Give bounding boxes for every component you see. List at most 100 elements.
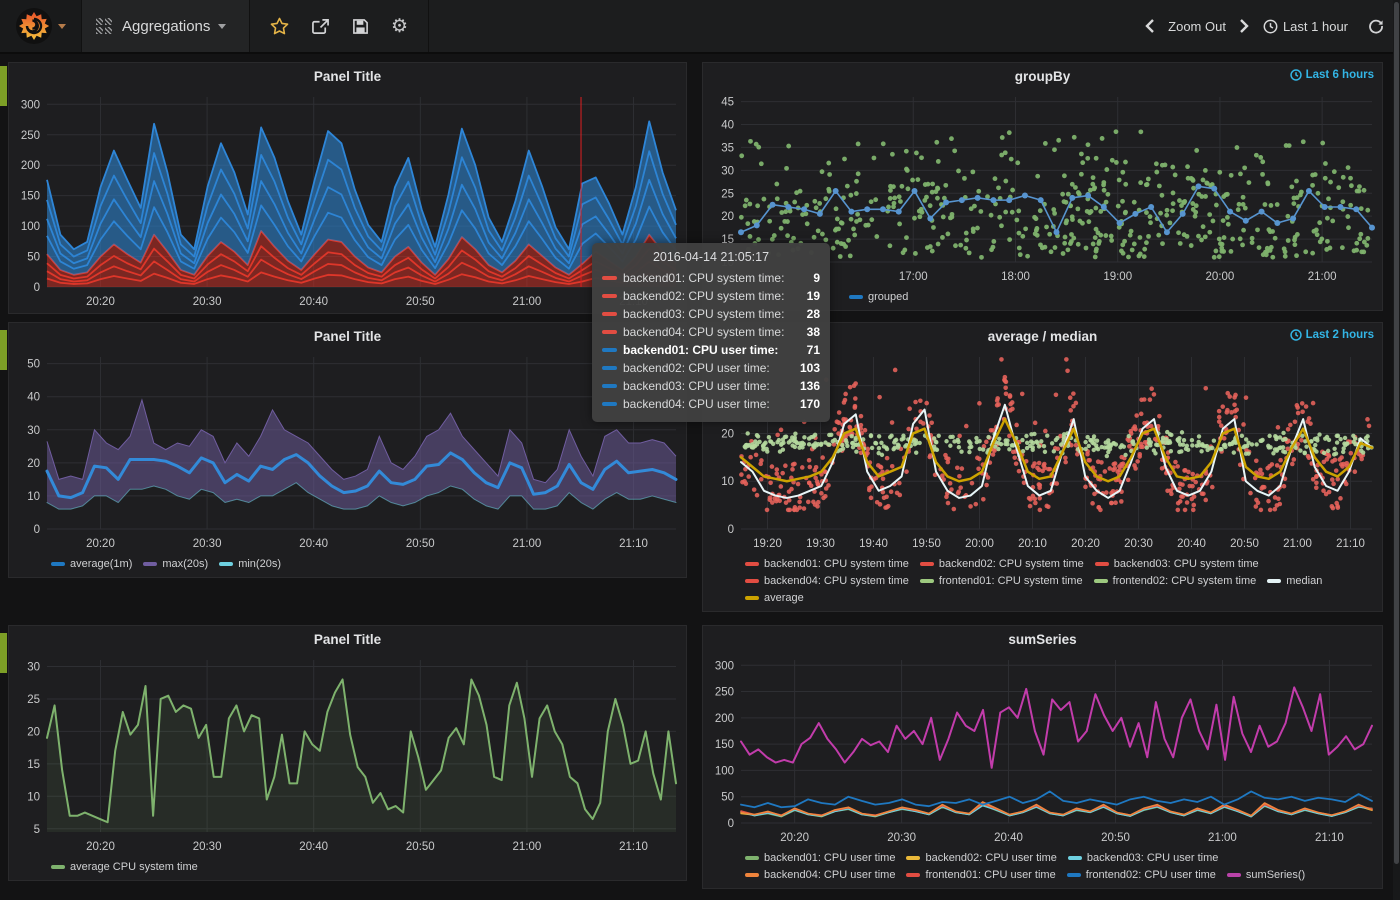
time-shift-back-button[interactable] [1145,19,1155,33]
x-tick-label: 20:50 [406,841,435,853]
y-tick-label: 20 [721,428,734,440]
x-tick-label: 21:10 [1336,538,1365,550]
zoom-out-button[interactable]: Zoom Out [1168,18,1226,34]
panel-header[interactable]: Panel Title [9,626,686,652]
legend-item[interactable]: backend01: CPU user time [745,852,895,864]
legend-label: backend02: CPU system time [938,557,1084,570]
legend-item[interactable]: average(1m) [51,558,132,570]
legend-item[interactable]: max(20s) [143,558,208,570]
chart-canvas[interactable]: 17:0018:0019:0020:0021:00101520253035404… [703,89,1382,288]
legend-item[interactable]: frontend01: CPU user time [906,868,1056,881]
legend-item[interactable]: backend04: CPU system time [745,575,909,587]
chart-area[interactable]: 20:20 20:30 20:40 20:50 21:00 21:10 0 10 20 30 40 5… [9,349,686,555]
legend-swatch [219,561,234,566]
x-tick-label: 21:00 [1208,832,1237,844]
legend-item[interactable]: backend04: CPU user time [745,869,895,881]
legend-item[interactable]: backend02: CPU user time [906,852,1057,864]
legend-label: frontend01: CPU user time [925,868,1056,881]
legend-label: backend01: CPU system time [764,557,909,570]
grafana-logo-menu[interactable] [0,0,82,52]
panel-header[interactable]: Panel Title [9,323,686,349]
time-override-badge[interactable]: Last 6 hours [1289,69,1374,81]
x-tick-label: 19:40 [859,538,888,550]
legend-label: max(20s) [162,557,209,570]
y-tick-label: 0 [728,818,734,830]
legend-label: average(1m) [70,557,133,570]
legend-item[interactable]: backend03: CPU system time [1094,557,1259,570]
star-button[interactable] [270,17,289,35]
time-override-badge[interactable]: Last 2 hours [1289,329,1374,341]
legend-item[interactable]: median [1267,575,1322,587]
chart-canvas[interactable]: 20:20 20:30 20:40 20:50 21:00 21:10 0 10 20 30 40 5… [9,349,686,555]
legend-item[interactable]: grouped [849,291,908,303]
tooltip-timestamp: 2016-04-14 21:05:17 [652,250,770,264]
share-button[interactable] [311,18,330,35]
settings-button[interactable]: ⚙ [391,17,408,36]
legend-item[interactable]: average CPU system time [51,861,198,873]
chart-canvas[interactable]: 20:20 20:30 20:40 20:50 21:00 21:10 5 10 15 20 25 3… [9,652,686,858]
legend-item[interactable]: backend03: CPU user time [1067,851,1219,864]
row-toggle[interactable] [0,330,7,370]
legend-label: frontend02: CPU user time [1085,868,1216,881]
y-tick-label: 10 [721,476,734,488]
y-tick-label: 10 [27,491,40,503]
chart-area[interactable]: 20:20 20:30 20:40 20:50 21:00 21:10 5 10 15 20 25 3… [9,652,686,858]
y-tick-label: 20 [27,726,40,738]
chart-area[interactable]: 17:0018:0019:0020:0021:00101520253035404… [703,89,1382,288]
panel-sumseries: sumSeries 20:20 20:30 20:40 20:50 21:00 21:10… [702,625,1383,889]
tooltip-series-value: 38 [806,325,820,339]
panel-header[interactable]: average / median Last 2 hours [703,323,1382,349]
legend-swatch [1093,578,1108,583]
series-color-dash [602,384,617,388]
chart-area[interactable]: 19:20 19:30 19:40 19:50 20:00 20:10 20:20 20:30… [703,349,1382,555]
panel-title: average / median [987,328,1098,344]
time-shift-forward-button[interactable] [1240,19,1249,33]
legend-item[interactable]: frontend02: CPU system time [1093,575,1256,587]
x-tick-label: 20:40 [299,296,328,308]
legend-label: average [764,591,804,604]
legend-item[interactable]: min(20s) [219,558,281,570]
y-tick-label: 30 [27,661,40,673]
refresh-button[interactable] [1368,18,1384,34]
scrollbar-thumb[interactable] [1394,2,1399,864]
y-tick-label: 300 [715,660,734,672]
tooltip-series-label: backend04: CPU system time: [623,325,785,339]
legend-swatch [1067,855,1082,860]
legend-item[interactable]: frontend02: CPU user time [1066,868,1216,881]
time-range-label: Last 1 hour [1282,18,1348,34]
legend-label: backend04: CPU system time [764,574,909,587]
legend-item[interactable]: backend02: CPU system time [919,557,1084,570]
y-tick-label: 50 [27,252,40,264]
row-toggle[interactable] [0,633,7,673]
panel-header[interactable]: sumSeries [703,626,1382,652]
x-tick-label: 18:00 [1001,271,1030,283]
row-toggle[interactable] [0,66,7,106]
chart-canvas[interactable]: 20:2020:3020:4020:5021:0021:100501001502… [9,89,686,313]
panel-header[interactable]: groupBy Last 6 hours [703,63,1382,89]
y-tick-label: 15 [27,759,40,771]
chart-area[interactable]: 20:2020:3020:4020:5021:0021:100501001502… [9,89,686,313]
y-tick-label: 40 [27,392,40,404]
dashboard-picker[interactable]: Aggregations [82,0,250,52]
legend-item[interactable]: average [745,592,804,604]
legend-swatch [745,561,759,566]
legend-label: min(20s) [238,557,281,570]
legend-item[interactable]: frontend01: CPU system time [919,575,1083,587]
x-tick-label: 20:40 [299,841,328,853]
legend-item[interactable]: sumSeries() [1226,869,1305,881]
legend-item[interactable]: backend01: CPU system time [745,558,909,570]
tooltip-series-label: backend02: CPU user time: [623,361,770,375]
chart-canvas[interactable]: 19:20 19:30 19:40 19:50 20:00 20:10 20:20 20:30… [703,349,1382,555]
legend-label: backend03: CPU system time [1113,557,1259,570]
time-range-picker[interactable]: Last 1 hour [1263,19,1348,34]
legend-label: backend03: CPU user time [1086,851,1219,864]
x-tick-label: 20:20 [780,832,809,844]
x-tick-label: 21:10 [619,841,648,853]
panel-header[interactable]: Panel Title [9,63,686,89]
legend-swatch [1066,872,1081,877]
save-button[interactable] [352,18,369,35]
tooltip-series-value: 136 [799,379,820,393]
chevron-right-icon [1240,19,1249,33]
